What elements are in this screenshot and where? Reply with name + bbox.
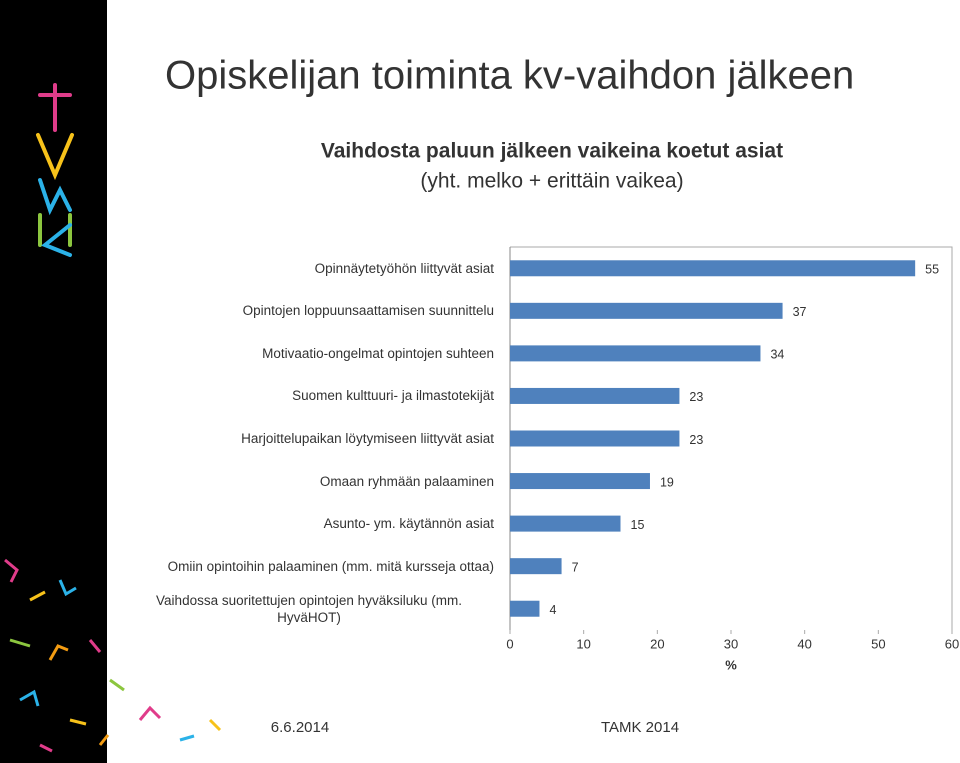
data-label: 4 <box>549 603 556 617</box>
data-label: 37 <box>793 305 807 319</box>
x-tick-label: 0 <box>506 636 513 651</box>
data-label: 34 <box>770 348 784 362</box>
slide-title: Opiskelijan toiminta kv-vaihdon jälkeen <box>165 54 854 98</box>
data-label: 23 <box>689 390 703 404</box>
bar <box>510 345 761 362</box>
bar <box>510 600 540 617</box>
data-label: 15 <box>631 518 645 532</box>
category-label: Asunto- ym. käytännön asiat <box>323 516 494 532</box>
data-label: 7 <box>572 560 579 574</box>
category-label: Suomen kulttuuri- ja ilmastotekijät <box>292 388 494 404</box>
footer-date: 6.6.2014 <box>271 719 329 736</box>
x-tick-label: 50 <box>871 636 885 651</box>
footer-org: TAMK 2014 <box>601 719 679 736</box>
data-label: 23 <box>689 433 703 447</box>
x-tick-label: 10 <box>576 636 590 651</box>
bar <box>510 387 680 404</box>
plot-frame <box>510 246 953 630</box>
category-label: Omiin opintoihin palaaminen (mm. mitä ku… <box>167 558 494 574</box>
data-label: 19 <box>660 475 674 489</box>
category-label: Vaihdossa suoritettujen opintojen hyväks… <box>156 592 462 625</box>
bar <box>510 260 916 277</box>
bar <box>510 473 650 490</box>
bar <box>510 558 562 575</box>
chart-subtitle: (yht. melko + erittäin vaikea) <box>420 170 683 193</box>
bar <box>510 515 621 532</box>
data-label: 55 <box>925 263 939 277</box>
x-tick-label: 30 <box>724 636 738 651</box>
chart-title: Vaihdosta paluun jälkeen vaikeina koetut… <box>321 140 783 163</box>
category-label: Motivaatio-ongelmat opintojen suhteen <box>262 345 494 361</box>
x-axis-label: % <box>725 657 737 672</box>
category-label: Opintojen loppuunsaattamisen suunnittelu <box>242 303 494 319</box>
category-label: Harjoittelupaikan löytymiseen liittyvät … <box>241 431 494 446</box>
category-label: Omaan ryhmään palaaminen <box>319 473 494 489</box>
x-tick-label: 20 <box>650 636 664 651</box>
confetti <box>4 558 222 753</box>
bar <box>510 430 680 447</box>
bar <box>510 302 783 319</box>
category-label: Opinnäytetyöhön liittyvät asiat <box>314 260 494 276</box>
x-tick-label: 60 <box>945 636 959 651</box>
logo <box>36 83 74 257</box>
x-tick-label: 40 <box>797 636 811 651</box>
